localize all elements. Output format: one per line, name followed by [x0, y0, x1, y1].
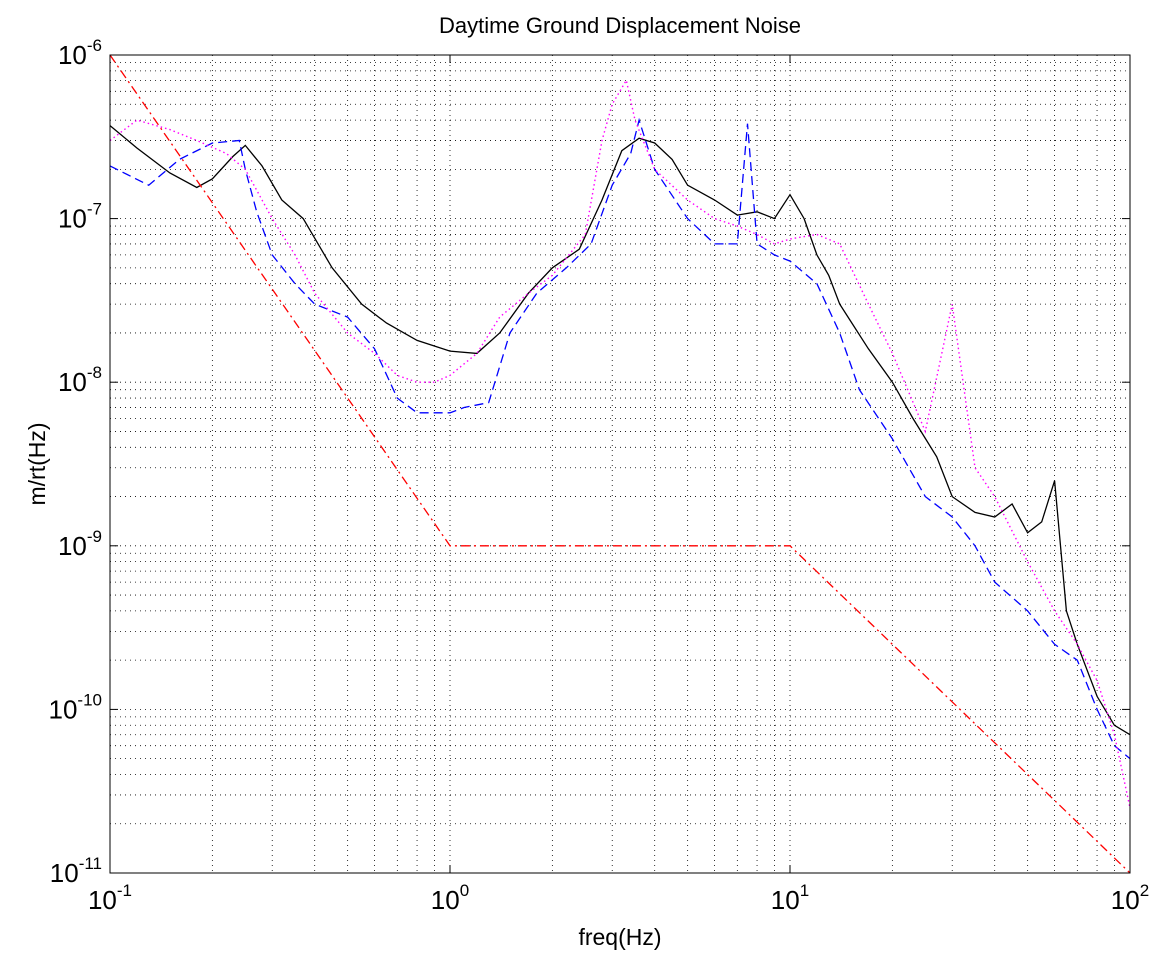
x-tick-base: 10 [88, 885, 117, 915]
x-tick-label: 100 [431, 881, 469, 915]
x-tick-label: 101 [771, 881, 809, 915]
y-tick-label: 10-9 [58, 527, 102, 561]
x-tick-exponent: 1 [800, 881, 809, 900]
series-line-4 [109, 54, 1131, 874]
y-tick-base: 10 [50, 858, 79, 888]
x-axis-title: freq(Hz) [578, 924, 661, 950]
y-tick-base: 10 [58, 40, 87, 70]
y-tick-exponent: -11 [79, 854, 102, 873]
y-axis-title: m/rt(Hz) [24, 422, 50, 505]
x-tick-exponent: -1 [117, 881, 132, 900]
y-tick-base: 10 [58, 531, 87, 561]
y-tick-label: 10-10 [49, 690, 103, 724]
series-line-3 [109, 78, 1131, 809]
y-tick-base: 10 [58, 367, 87, 397]
x-tick-base: 10 [431, 885, 460, 915]
series-line-2 [109, 117, 1131, 760]
x-tick-base: 10 [771, 885, 800, 915]
x-tick-label: 102 [1111, 881, 1149, 915]
grid [110, 55, 1130, 873]
x-tick-base: 10 [1111, 885, 1140, 915]
y-tick-exponent: -10 [77, 690, 102, 709]
y-tick-label: 10-6 [58, 36, 102, 70]
x-tick-exponent: 0 [460, 881, 469, 900]
y-tick-exponent: -8 [87, 363, 102, 382]
y-tick-label: 10-7 [58, 200, 102, 234]
plot-frame [109, 54, 1131, 874]
x-tick-label: 10-1 [88, 881, 132, 915]
x-tick-exponent: 2 [1140, 881, 1149, 900]
y-tick-base: 10 [49, 694, 78, 724]
y-tick-base: 10 [58, 204, 87, 234]
y-tick-label: 10-8 [58, 363, 102, 397]
y-tick-label: 10-11 [50, 854, 102, 888]
chart-title: Daytime Ground Displacement Noise [439, 13, 801, 38]
y-tick-exponent: -6 [87, 36, 102, 55]
y-tick-exponent: -7 [87, 200, 102, 219]
y-tick-exponent: -9 [87, 527, 102, 546]
series-group [109, 54, 1131, 874]
series-line-1 [109, 125, 1131, 736]
